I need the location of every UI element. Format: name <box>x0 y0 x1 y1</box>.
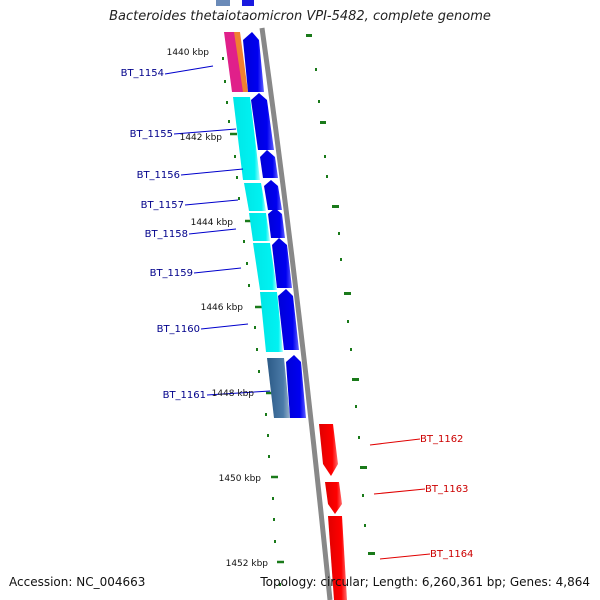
gene-label-bt1159[interactable]: BT_1159 <box>150 268 193 279</box>
gene-label-bt1163[interactable]: BT_1163 <box>425 484 468 495</box>
cog-block-bt1160 <box>260 292 283 352</box>
ruler-label: 1440 kbp <box>167 48 210 58</box>
reverse-strand-genes <box>243 32 306 418</box>
accession-text: Accession: NC_004663 <box>9 575 146 589</box>
forward-gene-leaders <box>369 438 431 560</box>
cog-block-bt1154 <box>224 32 246 92</box>
gene-bt1160[interactable] <box>278 289 299 350</box>
ruler-label: 1446 kbp <box>201 303 244 313</box>
gene-bt1156[interactable] <box>260 150 278 178</box>
outer-ruler-ticks <box>306 34 375 555</box>
gene-bt1154[interactable] <box>243 32 264 92</box>
cog-block-bt1161 <box>267 358 290 418</box>
genome-summary-text: Topology: circular; Length: 6,260,361 bp… <box>260 575 590 589</box>
gene-label-bt1155[interactable]: BT_1155 <box>130 129 173 140</box>
gene-label-bt1158[interactable]: BT_1158 <box>145 229 188 240</box>
genome-backbone <box>259 27 333 600</box>
cog-track <box>224 32 290 418</box>
cog-block-bt1157 <box>244 183 266 211</box>
gene-bt1157[interactable] <box>264 180 282 210</box>
reverse-gene-leaders <box>164 65 271 396</box>
gene-label-bt1162[interactable]: BT_1162 <box>420 434 463 445</box>
gene-bt1163[interactable] <box>325 482 342 514</box>
gene-bt1164[interactable] <box>328 516 347 600</box>
gene-label-bt1160[interactable]: BT_1160 <box>157 324 200 335</box>
gene-label-bt1164[interactable]: BT_1164 <box>430 549 473 560</box>
gene-bt1161[interactable] <box>286 355 306 418</box>
gene-label-bt1161[interactable]: BT_1161 <box>163 390 206 401</box>
cog-block-bt1154-b <box>234 32 248 92</box>
cog-block-bt1155 <box>233 97 260 180</box>
ruler-label: 1442 kbp <box>180 133 223 143</box>
cog-block-bt1159 <box>253 243 277 290</box>
gene-bt1162[interactable] <box>319 424 338 476</box>
map-title: Bacteroides thetaiotaomicron VPI-5482, c… <box>109 9 491 24</box>
ruler-label: 1452 kbp <box>226 559 269 569</box>
ruler-label: 1444 kbp <box>191 218 234 228</box>
gene-label-bt1154[interactable]: BT_1154 <box>121 68 164 79</box>
gene-label-bt1156[interactable]: BT_1156 <box>137 170 180 181</box>
gene-bt1158[interactable] <box>268 208 285 238</box>
ruler-label: 1450 kbp <box>219 474 262 484</box>
forward-strand-genes <box>319 424 347 600</box>
partial-feature-top-2 <box>242 0 254 6</box>
ruler-label: 1448 kbp <box>212 389 255 399</box>
gene-bt1159[interactable] <box>272 238 292 288</box>
inner-ruler-minor-ticks <box>222 57 281 586</box>
cog-block-bt1158 <box>249 213 270 241</box>
partial-feature-top <box>216 0 230 6</box>
gene-bt1155[interactable] <box>251 93 274 150</box>
gene-label-bt1157[interactable]: BT_1157 <box>141 200 184 211</box>
